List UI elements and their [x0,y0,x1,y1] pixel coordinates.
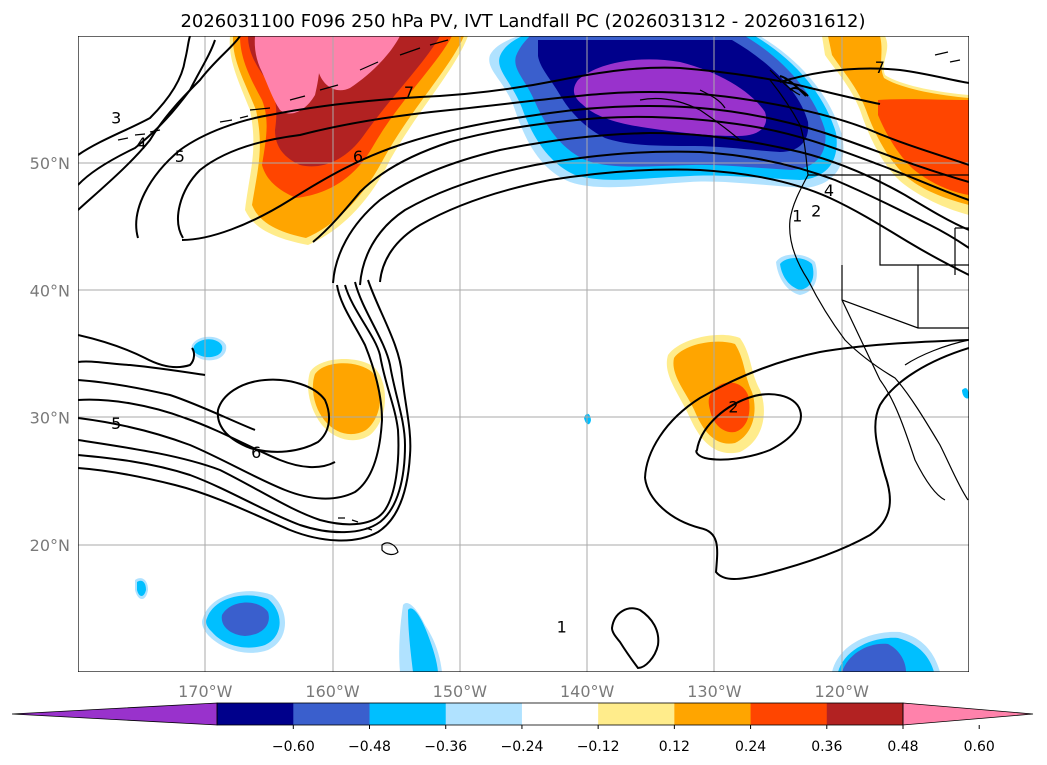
contour-label: 3 [111,109,121,128]
colorbar-bin [217,703,294,725]
lon-tick-label: 150°W [433,682,488,701]
contour-label: 1 [557,617,567,636]
longitude-labels: 170°W 160°W 150°W 140°W 130°W 120°W [178,682,869,701]
southeast-negative [832,631,940,672]
lat-tick-label: 30°N [30,409,70,428]
lat-tick-label: 50°N [30,154,70,173]
contour-label: 5 [175,147,185,166]
colorbar: −0.60 −0.48 −0.36 −0.24 −0.12 0.12 0.24 0.36 0.4… [11,702,1034,755]
contour-label: 5 [111,414,121,433]
colorbar-bin [293,703,371,725]
colorbar-tick-label: −0.48 [348,739,391,755]
contour-label: 1 [792,207,802,226]
colorbar-tick-label: 0.48 [887,739,918,755]
colorbar-bin [521,703,599,725]
colorbar-bin [598,703,675,725]
colorbar-bin [674,703,752,725]
lon-tick-label: 140°W [560,682,615,701]
contour-label: 7 [875,58,885,77]
colorbar-bin [369,703,447,725]
colorbar-extend-low [11,702,218,726]
colorbar-bin [445,703,523,725]
latitude-labels: 50°N 40°N 30°N 20°N [30,154,70,555]
lon-tick-label: 130°W [687,682,742,701]
chart-title: 2026031100 F096 250 hPa PV, IVT Landfall… [180,11,865,32]
contour-label: 4 [824,181,834,200]
lon-tick-label: 160°W [305,682,360,701]
contour-label: 6 [251,443,261,462]
colorbar-tick-label: −0.12 [577,739,620,755]
contour-label: 7 [404,83,414,102]
colorbar-outline [216,702,904,726]
colorbar-bin [750,703,828,725]
north-central-pacific-positive [229,36,468,245]
contour-lines [78,36,969,670]
small-negative-175w [191,336,227,361]
lat-tick-label: 20°N [30,536,70,555]
contour-label: 2 [811,202,821,221]
california-negative [776,254,969,399]
colorbar-bin [826,703,904,725]
colorbar-tick-label: −0.60 [272,739,315,755]
contour-label: 4 [137,134,147,153]
contour-label: 2 [728,397,738,416]
colorbar-tick-label: 0.60 [964,739,995,755]
gridlines [78,36,969,672]
southwest-negative [135,578,286,653]
lat-tick-label: 40°N [30,281,70,300]
lon-tick-label: 170°W [178,682,233,701]
colorbar-extend-high [902,702,1034,726]
colorbar-tick-label: 0.24 [735,739,766,755]
south-negative-150w [399,602,442,672]
colorbar-tick-label: −0.24 [500,739,543,755]
colorbar-tick-label: 0.12 [659,739,690,755]
colorbar-tick-label: 0.36 [811,739,842,755]
contour-label: 6 [353,147,363,166]
colorbar-tick-label: −0.36 [424,739,467,755]
lon-tick-label: 120°W [815,682,870,701]
